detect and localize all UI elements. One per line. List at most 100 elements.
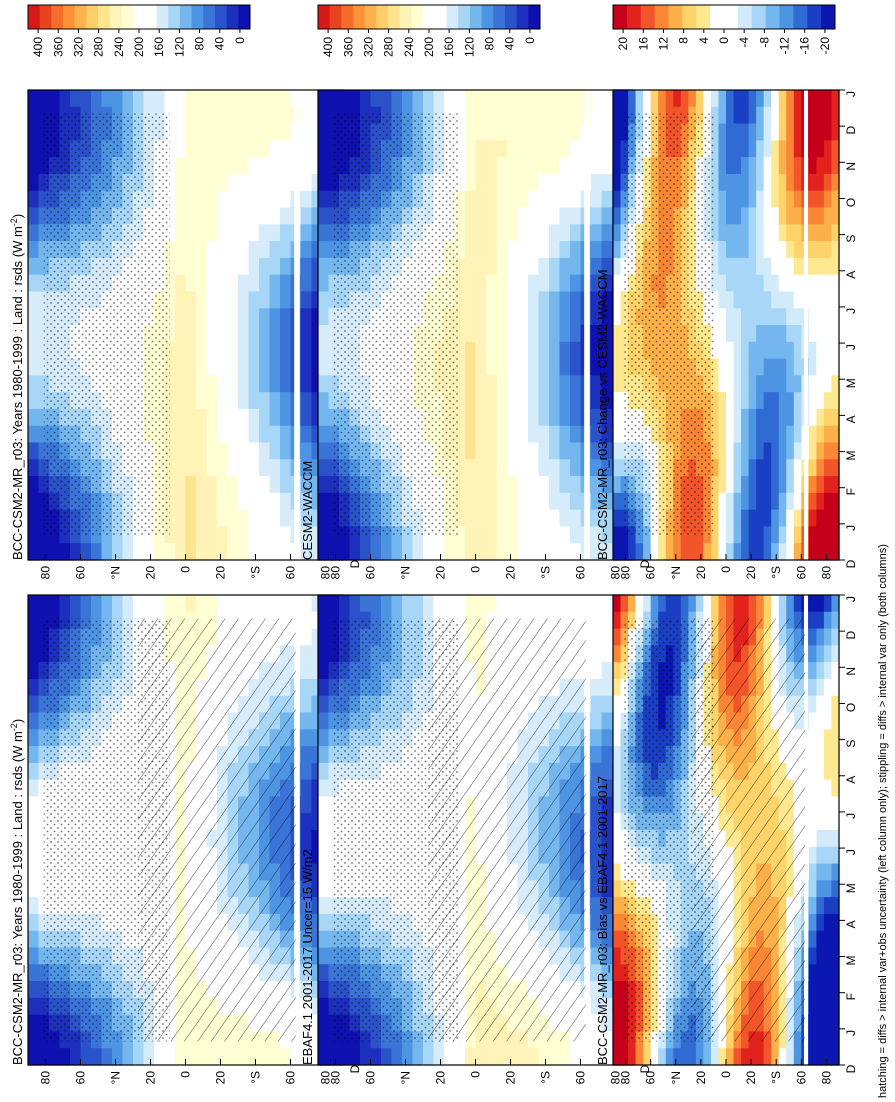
heatmap-cell [49, 595, 61, 613]
heatmap-cell [217, 476, 229, 494]
heatmap-cell [559, 543, 571, 561]
heatmap-cell [613, 274, 622, 293]
heatmap-cell [28, 1031, 40, 1049]
heatmap-cell [217, 241, 229, 259]
heatmap-cell [28, 425, 40, 444]
heatmap-cell [559, 207, 571, 225]
heatmap-cell [601, 224, 613, 242]
heatmap-cell [570, 341, 582, 360]
heatmap-cell [695, 595, 704, 613]
heatmap-cell [517, 509, 529, 528]
heatmap-cell [185, 509, 197, 528]
heatmap-cell [718, 291, 727, 309]
heatmap-cell [311, 897, 323, 915]
heatmap-cell [360, 595, 372, 613]
heatmap-cell [823, 712, 833, 730]
heatmap-cell [538, 375, 550, 393]
heatmap-cell [559, 190, 571, 209]
heatmap-cell [301, 308, 313, 326]
heatmap-cell [318, 190, 330, 209]
heatmap-cell [454, 241, 466, 259]
panels-layer: 8060°N20020°S6080DJFMAMJJASONDJBCC-CSM2-… [9, 4, 858, 1085]
heatmap-cell [164, 308, 176, 326]
heatmap-cell [528, 224, 540, 242]
heatmap-cell [311, 813, 323, 831]
heatmap-cell [620, 1048, 629, 1066]
month-tick-label: A [844, 776, 858, 784]
heatmap-cell [28, 779, 40, 798]
heatmap-cell [164, 459, 176, 477]
heatmap-cell [349, 543, 361, 561]
heatmap-cell [613, 712, 622, 730]
heatmap-cell [38, 1048, 50, 1066]
heatmap-cell [164, 173, 176, 192]
heatmap-cell [570, 274, 582, 293]
heatmap-cell [259, 526, 271, 544]
heatmap-cell [465, 274, 477, 293]
heatmap-cell [665, 543, 674, 561]
heatmap-cell [559, 274, 571, 293]
heatmap-cell [613, 947, 622, 965]
heatmap-cell [591, 459, 603, 477]
heatmap-cell [164, 106, 176, 125]
heatmap-cell [349, 595, 361, 613]
month-tick-label: D [348, 559, 362, 568]
heatmap-cell [673, 1048, 682, 1066]
heatmap-cell [733, 543, 742, 561]
heatmap-cell [496, 1048, 508, 1066]
heatmap-cell [658, 1048, 667, 1066]
heatmap-cell [507, 325, 519, 343]
heatmap-cell [613, 1048, 622, 1066]
heatmap-cell [688, 543, 697, 561]
hatching [692, 618, 806, 1042]
heatmap-cell [227, 308, 239, 326]
heatmap-cell [538, 207, 550, 225]
heatmap-cell [444, 1048, 456, 1066]
heatmap-cell [601, 964, 613, 982]
heatmap-cell [454, 308, 466, 326]
heatmap-cell [301, 492, 313, 511]
heatmap-cell [486, 492, 498, 511]
heatmap-cell [227, 492, 239, 511]
heatmap-cell [570, 241, 582, 259]
heatmap-cell [280, 341, 292, 360]
heatmap-cell [808, 1014, 817, 1033]
heatmap-cell [601, 762, 613, 781]
heatmap-cell [318, 695, 330, 714]
heatmap-cell [311, 308, 323, 326]
heatmap-cell [496, 358, 508, 376]
heatmap-cell [301, 678, 313, 697]
heatmap-cell [28, 729, 40, 747]
heatmap-cell [591, 662, 603, 680]
heatmap-cell [570, 257, 582, 276]
heatmap-cell [227, 543, 239, 561]
heatmap-cell [718, 509, 727, 528]
heatmap-cell [318, 442, 330, 460]
heatmap-cell [391, 543, 403, 561]
heatmap-cell [808, 913, 817, 932]
heatmap-cell [311, 662, 323, 680]
heatmap-cell [475, 308, 487, 326]
heatmap-cell [175, 123, 187, 141]
heatmap-cell [538, 492, 550, 511]
heatmap-cell [206, 425, 218, 444]
heatmap-cell [718, 257, 727, 276]
heatmap-cell [613, 241, 622, 259]
heatmap-cell [318, 358, 330, 376]
heatmap-cell [465, 325, 477, 343]
heatmap-cell [370, 595, 382, 613]
heatmap-cell [311, 157, 323, 175]
heatmap-cell [185, 595, 197, 613]
heatmap-cell [496, 325, 508, 343]
heatmap-cell [570, 140, 582, 158]
heatmap-cell [301, 712, 313, 730]
heatmap-cell [538, 140, 550, 158]
heatmap-cell [196, 375, 208, 393]
heatmap-cell [665, 90, 674, 108]
heatmap-cell [28, 526, 40, 544]
heatmap-cell [613, 913, 622, 932]
heatmap-cell [549, 375, 561, 393]
heatmap-cell [248, 308, 260, 326]
lat-tick-label: 60 [364, 1071, 378, 1085]
heatmap-cell [559, 595, 571, 613]
